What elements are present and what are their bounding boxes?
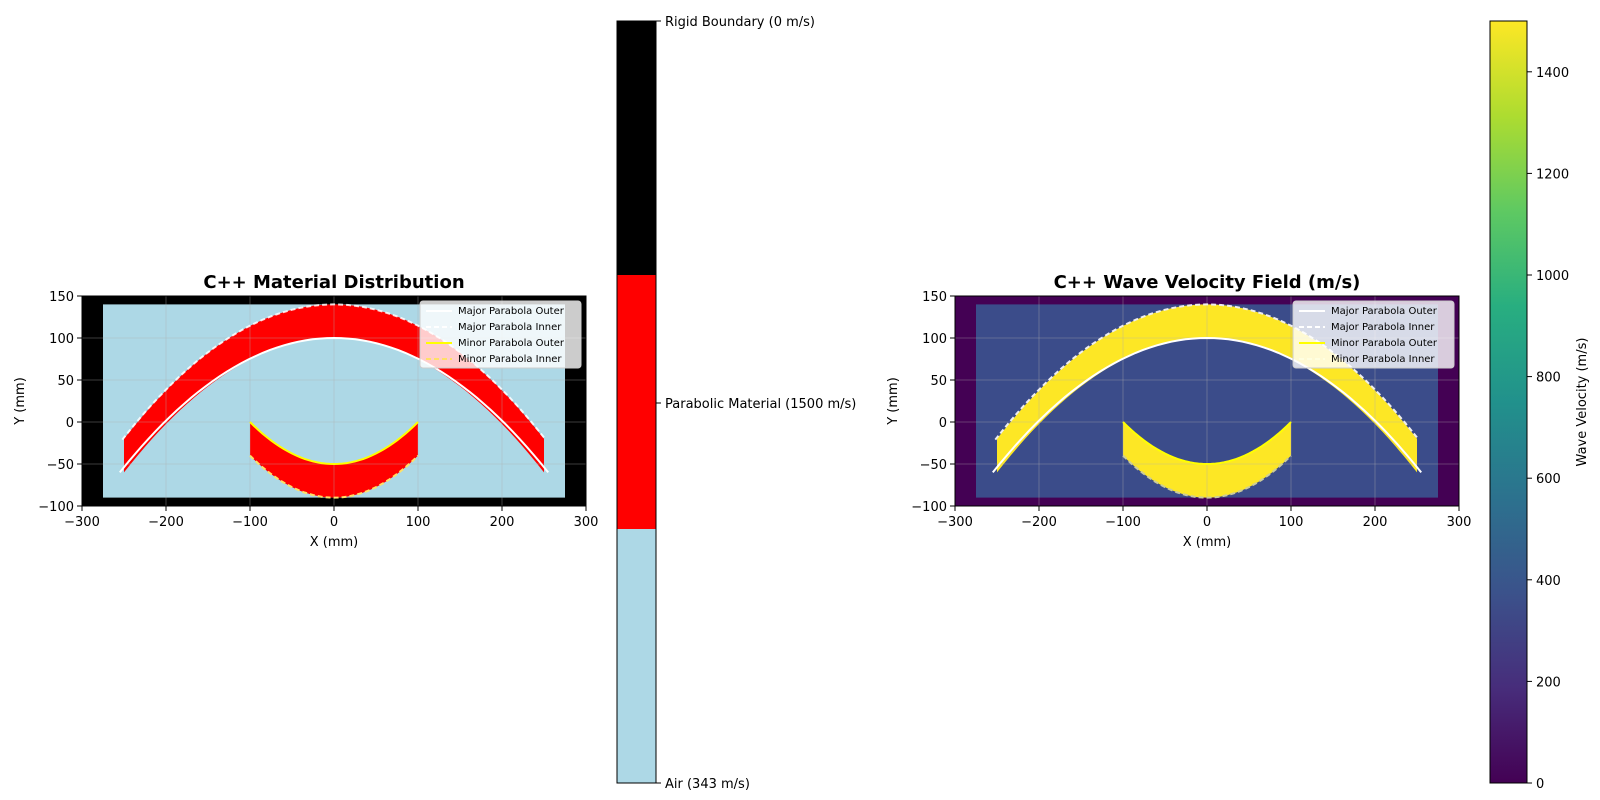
colorbar-air-segment — [617, 529, 656, 783]
y-ticks: −100 −50 0 50 100 150 — [38, 290, 82, 515]
y-tick-label: 150 — [922, 290, 947, 305]
chart-title: C++ Material Distribution — [203, 272, 464, 293]
categorical-colorbar: Rigid Boundary (0 m/s) Parabolic Materia… — [616, 15, 856, 792]
y-tick-label: 100 — [49, 332, 74, 347]
x-tick-label: −200 — [148, 515, 184, 530]
chart-title: C++ Wave Velocity Field (m/s) — [1054, 272, 1361, 293]
y-ticks: −100 −50 0 50 100 150 — [911, 290, 955, 515]
x-tick-label: 100 — [406, 515, 431, 530]
y-tick-label: −100 — [911, 500, 947, 515]
colorbar-rigid-segment — [617, 21, 656, 275]
legend-entry: Minor Parabola Outer — [458, 338, 565, 349]
y-tick-label: 50 — [930, 374, 947, 389]
minor-parabola-region — [1123, 422, 1291, 498]
x-tick-label: 300 — [574, 515, 599, 530]
x-tick-label: −300 — [937, 515, 973, 530]
colorbar-tick-label: 800 — [1536, 371, 1561, 386]
x-tick-label: 0 — [1203, 515, 1211, 530]
minor-parabola-outer-line — [1122, 454, 1292, 499]
y-tick-label: 0 — [66, 416, 74, 431]
legend-entry: Major Parabola Inner — [458, 322, 562, 333]
minor-parabola-outer-line — [249, 454, 419, 499]
legend-entry: Minor Parabola Outer — [1331, 338, 1438, 349]
x-tick-label: 200 — [490, 515, 515, 530]
wave-velocity-chart: C++ Wave Velocity Field (m/s) −300 −200 −1… — [886, 20, 1590, 792]
x-tick-label: −300 — [64, 515, 100, 530]
x-tick-label: −100 — [232, 515, 268, 530]
legend-entry: Major Parabola Outer — [458, 306, 565, 317]
minor-parabola-region — [250, 422, 418, 498]
y-axis-label: Y (mm) — [13, 377, 28, 426]
y-tick-label: −50 — [47, 458, 74, 473]
minor-parabola-inner-line — [249, 421, 419, 466]
colorbar-tick-label: 1000 — [1536, 269, 1569, 284]
y-tick-label: 100 — [922, 332, 947, 347]
y-tick-label: 150 — [49, 290, 74, 305]
colorbar-frame — [616, 20, 657, 784]
y-tick-label: −50 — [920, 458, 947, 473]
legend-box — [419, 300, 582, 369]
colorbar-tick-label: 600 — [1536, 472, 1561, 487]
colorbar-label-air: Air (343 m/s) — [665, 777, 750, 792]
material-distribution-chart: C++ Material Distribution −300 −200 −100 0 1… — [13, 15, 856, 792]
colorbar-material-segment — [617, 275, 656, 529]
colorbar-ticks: 0 200 400 600 800 1000 1200 1400 — [1527, 66, 1569, 792]
x-tick-label: 200 — [1363, 515, 1388, 530]
y-tick-label: 50 — [57, 374, 74, 389]
colorbar-gradient — [1489, 20, 1528, 784]
major-parabola-inner-line — [119, 336, 549, 474]
x-tick-label: 100 — [1279, 515, 1304, 530]
legend: Major Parabola Outer Major Parabola Inne… — [1292, 300, 1455, 369]
x-ticks: −300 −200 −100 0 100 200 300 — [937, 506, 1471, 530]
x-tick-label: −200 — [1021, 515, 1057, 530]
colorbar-label-material: Parabolic Material (1500 m/s) — [665, 397, 856, 412]
legend-entry: Major Parabola Outer — [1331, 306, 1438, 317]
x-tick-label: 0 — [330, 515, 338, 530]
colorbar-label-rigid: Rigid Boundary (0 m/s) — [665, 15, 815, 30]
colorbar-tick-label: 400 — [1536, 574, 1561, 589]
y-tick-label: −100 — [38, 500, 74, 515]
legend-entry: Minor Parabola Inner — [1331, 354, 1435, 365]
x-axis-label: X (mm) — [1183, 535, 1232, 550]
legend: Major Parabola Outer Major Parabola Inne… — [419, 300, 582, 369]
plot-area — [955, 296, 1459, 506]
colorbar-title: Wave Velocity (m/s) — [1575, 338, 1590, 467]
minor-parabola-inner-line — [1122, 421, 1292, 466]
colorbar-tick-label: 0 — [1536, 777, 1544, 792]
legend-entry: Major Parabola Inner — [1331, 322, 1435, 333]
x-tick-label: 300 — [1447, 515, 1472, 530]
legend-box — [1292, 300, 1455, 369]
legend-entry: Minor Parabola Inner — [458, 354, 562, 365]
continuous-colorbar: 0 200 400 600 800 1000 1200 1400 Wave Velocity … — [1489, 20, 1590, 792]
x-ticks: −300 −200 −100 0 100 200 300 — [64, 506, 598, 530]
y-tick-label: 0 — [939, 416, 947, 431]
colorbar-tick-label: 1400 — [1536, 66, 1569, 81]
x-axis-label: X (mm) — [310, 535, 359, 550]
y-axis-label: Y (mm) — [886, 377, 901, 426]
x-tick-label: −100 — [1105, 515, 1141, 530]
colorbar-tick-label: 1200 — [1536, 167, 1569, 182]
colorbar-tick-label: 200 — [1536, 675, 1561, 690]
major-parabola-inner-line — [992, 336, 1422, 474]
